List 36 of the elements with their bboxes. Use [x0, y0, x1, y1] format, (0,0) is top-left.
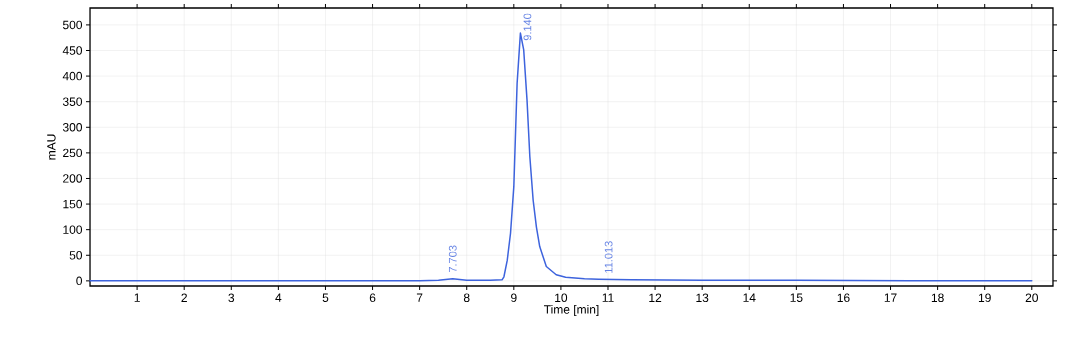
- x-tick-label: 15: [790, 293, 803, 302]
- y-tick-label: 300: [62, 123, 83, 132]
- x-tick-label: 19: [978, 293, 991, 303]
- x-tick-label: 16: [837, 293, 850, 303]
- y-axis-title: mAU: [47, 134, 56, 160]
- x-tick-label: 20: [1025, 293, 1039, 303]
- x-tick-label: 9: [511, 293, 517, 303]
- y-tick-label: 350: [62, 97, 83, 106]
- y-tick-label: 50: [69, 251, 83, 260]
- y-tick-label: 250: [63, 148, 83, 158]
- x-tick-label: 8: [463, 293, 470, 303]
- y-tick-label: 0: [76, 276, 83, 286]
- y-tick-label: 100: [63, 225, 83, 234]
- y-tick-label: 400: [62, 71, 83, 81]
- x-tick-label: 12: [649, 293, 662, 302]
- x-tick-label: 3: [228, 293, 235, 303]
- annotation: 7.703: [448, 245, 457, 273]
- annotation: 11.013: [604, 241, 613, 273]
- x-axis-title: Time [min]: [543, 304, 599, 317]
- x-tick-label: 17: [884, 293, 897, 302]
- x-tick-label: 1: [134, 293, 140, 302]
- y-tick-label: 500: [62, 20, 83, 30]
- x-tick-label: 11: [602, 293, 614, 302]
- x-tick-label: 7: [416, 293, 423, 302]
- y-tick-label: 450: [62, 46, 83, 55]
- x-tick-label: 2: [181, 293, 187, 302]
- x-tick-label: 10: [555, 293, 568, 303]
- x-tick-label: 5: [322, 293, 329, 302]
- y-tick-label: 150: [63, 199, 83, 209]
- x-tick-label: 4: [275, 293, 282, 302]
- annotation: 9.140: [523, 13, 532, 41]
- x-tick-label: 6: [369, 293, 376, 303]
- x-tick-label: 14: [743, 293, 756, 302]
- x-tick-label: 18: [931, 293, 944, 303]
- x-tick-label: 13: [696, 293, 709, 303]
- y-tick-label: 200: [63, 174, 83, 183]
